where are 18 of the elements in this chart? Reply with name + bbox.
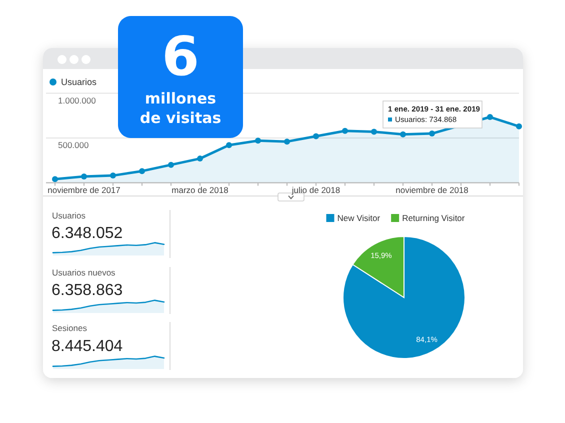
text: 6.348.052 <box>52 225 123 242</box>
x-tick-label: noviembre de 2018 <box>396 185 469 196</box>
chart-title: Sesiones <box>52 323 87 333</box>
text: 8.445.404 <box>52 338 123 355</box>
legend-label: Usuarios <box>61 77 98 88</box>
y-tick-label: 1.000.000 <box>58 95 96 106</box>
text: 6 <box>162 25 200 88</box>
text: 6.358.863 <box>52 282 123 299</box>
legend-label: New Visitor <box>337 213 380 224</box>
x-tick-label: marzo de 2018 <box>172 185 229 196</box>
chart-title: Usuarios <box>52 210 86 220</box>
chart-title: Usuarios nuevos <box>52 268 116 278</box>
text: millones de visitas <box>140 90 222 127</box>
x-tick-label: julio de 2018 <box>290 185 340 196</box>
pie-slice <box>342 236 466 359</box>
legend-label: Returning Visitor <box>402 213 465 224</box>
x-tick-label: noviembre de 2017 <box>48 185 121 196</box>
y-tick-label: 500.000 <box>58 140 89 150</box>
